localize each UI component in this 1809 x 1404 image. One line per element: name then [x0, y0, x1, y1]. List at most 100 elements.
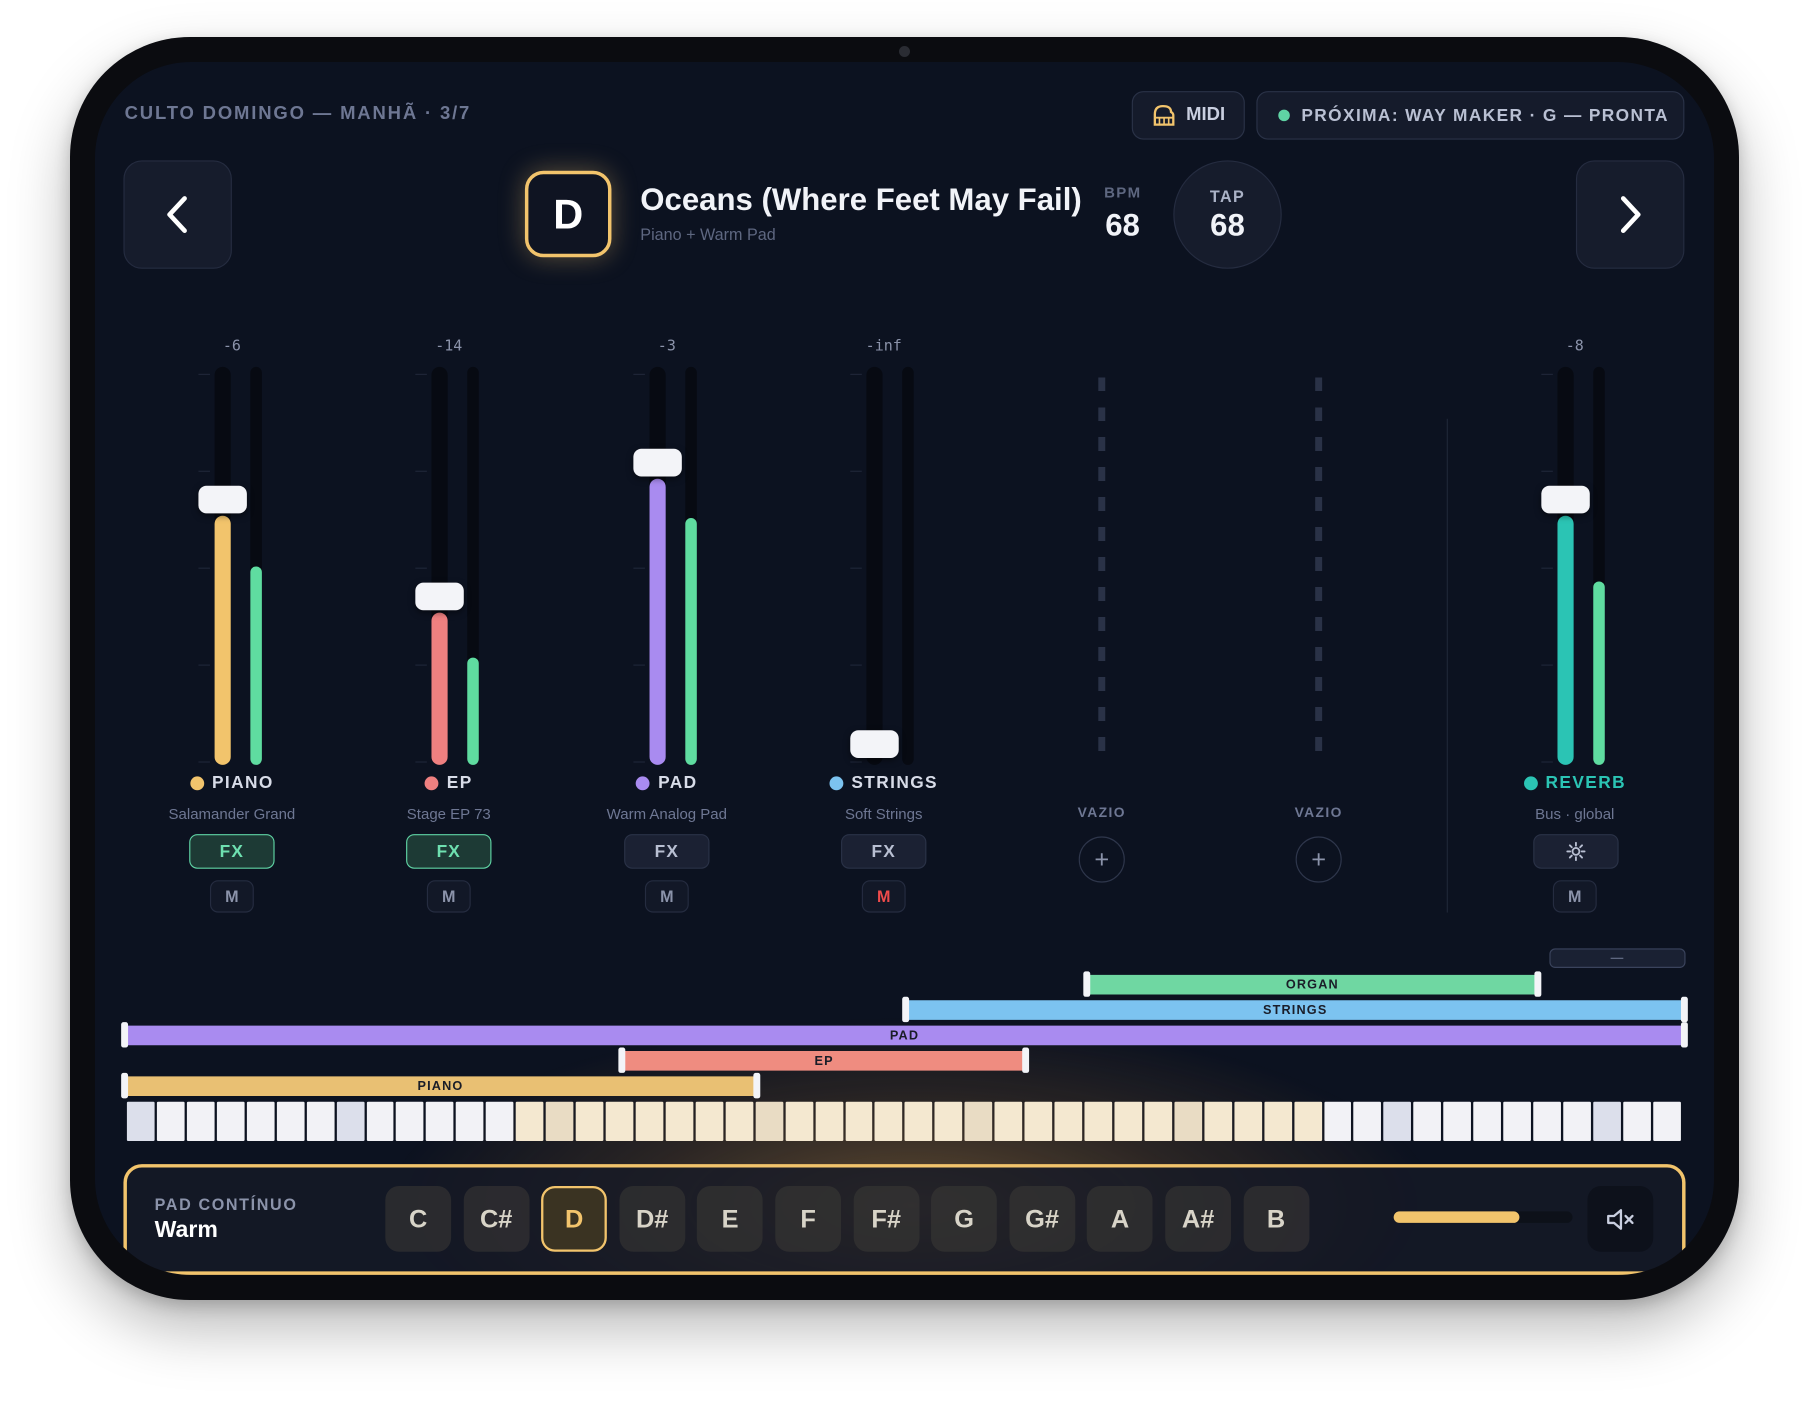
white-key[interactable]	[665, 1101, 694, 1141]
white-key[interactable]	[1084, 1101, 1113, 1141]
fader-track[interactable]	[1557, 366, 1574, 765]
zone-end-handle[interactable]	[1534, 971, 1542, 997]
zone-start-handle[interactable]	[121, 1022, 129, 1048]
white-key[interactable]	[1533, 1101, 1561, 1141]
white-key[interactable]	[1353, 1101, 1382, 1141]
white-key[interactable]	[1593, 1101, 1621, 1141]
white-key[interactable]	[815, 1101, 843, 1141]
mute-button[interactable]: M	[644, 880, 689, 913]
white-key[interactable]	[485, 1101, 514, 1141]
white-key[interactable]	[845, 1101, 873, 1141]
pad-mute-button[interactable]	[1587, 1185, 1654, 1252]
zone-piano[interactable]: PIANO	[121, 1072, 760, 1099]
mute-button[interactable]: M	[209, 880, 254, 913]
pad-volume-slider[interactable]	[1393, 1211, 1573, 1223]
pad-note-f-sharp[interactable]: F#	[853, 1185, 920, 1252]
white-key[interactable]	[904, 1101, 933, 1141]
white-key[interactable]	[276, 1101, 305, 1141]
mute-button[interactable]: M	[426, 880, 471, 913]
fader-knob[interactable]	[1541, 485, 1590, 514]
pad-note-b[interactable]: B	[1243, 1185, 1309, 1252]
fader-knob[interactable]	[633, 448, 682, 477]
fx-button[interactable]: FX	[624, 834, 710, 869]
white-key[interactable]	[755, 1101, 783, 1141]
white-key[interactable]	[456, 1101, 484, 1141]
pad-note-a-sharp[interactable]: A#	[1165, 1185, 1231, 1252]
white-key[interactable]	[1293, 1101, 1322, 1141]
pad-note-g-sharp[interactable]: G#	[1009, 1185, 1076, 1252]
zone-ep[interactable]: EP	[618, 1047, 1030, 1073]
white-key[interactable]	[515, 1101, 544, 1141]
add-instrument-button[interactable]: +	[1295, 836, 1342, 883]
white-key[interactable]	[1054, 1101, 1083, 1141]
white-key[interactable]	[1443, 1101, 1472, 1141]
white-key[interactable]	[396, 1101, 424, 1141]
white-key[interactable]	[366, 1101, 394, 1141]
white-key[interactable]	[186, 1101, 215, 1141]
white-key[interactable]	[1234, 1101, 1262, 1141]
white-key[interactable]	[875, 1101, 903, 1141]
white-key[interactable]	[1204, 1101, 1232, 1141]
white-key[interactable]	[246, 1101, 275, 1141]
fader-knob[interactable]	[198, 485, 247, 514]
white-key[interactable]	[994, 1101, 1023, 1141]
pad-note-a[interactable]: A	[1087, 1185, 1153, 1252]
fader-knob[interactable]	[415, 582, 464, 610]
white-key[interactable]	[934, 1101, 963, 1141]
fader-track[interactable]	[431, 366, 448, 765]
keyboard[interactable]	[126, 1101, 1681, 1141]
fx-button[interactable]: FX	[841, 834, 927, 869]
zone-start-handle[interactable]	[121, 1072, 129, 1099]
zone-placeholder[interactable]: —	[1549, 948, 1686, 968]
white-key[interactable]	[1503, 1101, 1532, 1141]
add-instrument-button[interactable]: +	[1078, 836, 1125, 883]
tap-tempo-button[interactable]: TAP 68	[1173, 160, 1282, 269]
white-key[interactable]	[1383, 1101, 1412, 1141]
fader-track[interactable]	[214, 366, 231, 765]
mute-button[interactable]: M	[1552, 880, 1597, 913]
pad-note-g[interactable]: G	[931, 1185, 998, 1252]
pad-note-e[interactable]: E	[697, 1185, 764, 1252]
next-song-status[interactable]: PRÓXIMA: WAY MAKER · G — PRONTA	[1256, 91, 1685, 140]
zone-pad[interactable]: PAD	[121, 1022, 1688, 1048]
white-key[interactable]	[156, 1101, 185, 1141]
previous-song-button[interactable]	[123, 160, 232, 269]
mute-button[interactable]: M	[861, 880, 906, 913]
pad-note-d-sharp[interactable]: D#	[619, 1185, 686, 1252]
white-key[interactable]	[575, 1101, 604, 1141]
pad-preset[interactable]: Warm	[154, 1217, 218, 1243]
zone-start-handle[interactable]	[902, 996, 910, 1023]
white-key[interactable]	[336, 1101, 364, 1141]
pad-note-d[interactable]: D	[541, 1185, 608, 1252]
white-key[interactable]	[1114, 1101, 1143, 1141]
white-key[interactable]	[126, 1101, 155, 1141]
zone-end-handle[interactable]	[752, 1072, 760, 1099]
fx-button[interactable]: FX	[406, 834, 492, 869]
fx-button[interactable]: FX	[189, 834, 275, 869]
white-key[interactable]	[725, 1101, 753, 1141]
white-key[interactable]	[605, 1101, 634, 1141]
zone-start-handle[interactable]	[618, 1047, 626, 1073]
white-key[interactable]	[1323, 1101, 1352, 1141]
white-key[interactable]	[1563, 1101, 1591, 1141]
song-key-badge[interactable]: D	[524, 170, 612, 258]
next-song-button[interactable]	[1575, 160, 1685, 269]
fader-track[interactable]	[866, 366, 883, 765]
pad-note-c-sharp[interactable]: C#	[463, 1185, 530, 1252]
zone-strings[interactable]: STRINGS	[902, 996, 1688, 1023]
white-key[interactable]	[1413, 1101, 1442, 1141]
white-key[interactable]	[216, 1101, 245, 1141]
white-key[interactable]	[1144, 1101, 1172, 1141]
white-key[interactable]	[426, 1101, 454, 1141]
white-key[interactable]	[785, 1101, 813, 1141]
zone-end-handle[interactable]	[1680, 996, 1688, 1023]
white-key[interactable]	[695, 1101, 724, 1141]
reverb-settings-button[interactable]	[1533, 834, 1619, 869]
white-key[interactable]	[1264, 1101, 1292, 1141]
white-key[interactable]	[964, 1101, 993, 1141]
white-key[interactable]	[1623, 1101, 1651, 1141]
white-key[interactable]	[545, 1101, 574, 1141]
fader-knob[interactable]	[850, 730, 899, 758]
white-key[interactable]	[306, 1101, 335, 1141]
zone-end-handle[interactable]	[1680, 1022, 1688, 1048]
